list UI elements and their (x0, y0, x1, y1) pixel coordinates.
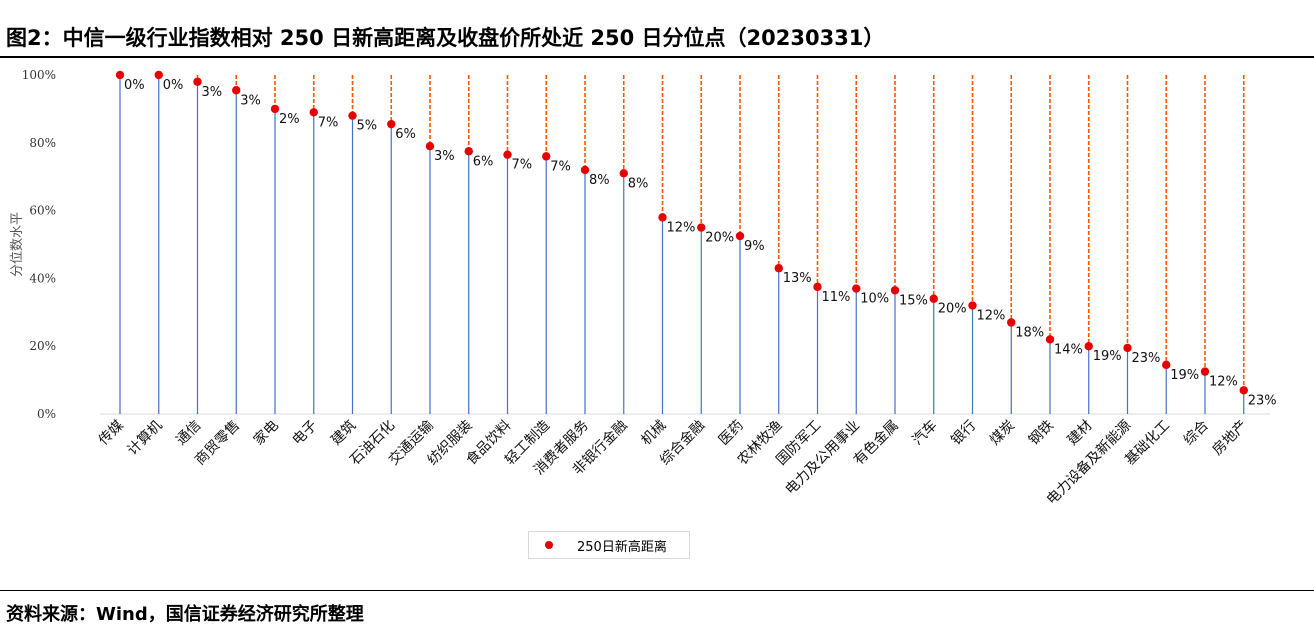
data-point (503, 150, 512, 159)
data-label: 7% (512, 158, 533, 173)
data-label: 11% (822, 290, 851, 305)
data-point (542, 152, 551, 161)
data-point (774, 264, 783, 273)
category-label: 医药 (716, 418, 747, 449)
data-label: 10% (860, 292, 889, 307)
data-label: 0% (124, 78, 145, 93)
data-label: 3% (240, 93, 261, 108)
data-point (464, 147, 473, 156)
data-label: 3% (434, 149, 455, 164)
chart-title: 图2：中信一级行业指数相对 250 日新高距离及收盘价所处近 250 日分位点（… (6, 26, 885, 50)
y-tick-label: 80% (29, 136, 56, 150)
data-label: 8% (589, 173, 610, 188)
data-label: 8% (628, 176, 649, 191)
category-label: 汽车 (909, 417, 941, 449)
data-point (232, 86, 241, 95)
y-tick-label: 60% (29, 204, 56, 218)
data-label: 13% (783, 271, 812, 286)
data-label: 23% (1132, 351, 1161, 366)
category-label: 综合 (1181, 418, 1212, 449)
title-rule (0, 56, 1314, 58)
data-point (813, 282, 822, 292)
legend: 250日新高距离 (528, 531, 690, 559)
data-point (619, 169, 628, 178)
data-label: 0% (163, 78, 184, 93)
data-label: 2% (279, 112, 300, 127)
data-point (658, 213, 667, 222)
y-tick-label: 100% (22, 68, 56, 82)
data-label: 12% (667, 220, 696, 235)
data-label: 20% (938, 302, 967, 317)
data-point (968, 301, 977, 310)
data-point (154, 70, 163, 80)
category-label: 建材 (1064, 418, 1095, 449)
data-point (270, 104, 280, 114)
category-label: 电子 (289, 418, 320, 449)
data-label: 7% (318, 115, 339, 130)
data-point (1084, 342, 1093, 351)
data-point (697, 223, 706, 232)
data-point (580, 165, 590, 175)
source-note: 资料来源：Wind，国信证券经济研究所整理 (6, 604, 364, 625)
data-point (1200, 367, 1210, 376)
data-point (929, 294, 938, 303)
data-label: 19% (1093, 349, 1122, 364)
data-label: 23% (1248, 393, 1277, 408)
chart: 0%20%40%60%80%100%分位数水平0%传媒0%计算机3%通信3%商贸… (10, 68, 1277, 508)
data-point (1045, 335, 1055, 344)
y-axis-label: 分位数水平 (10, 212, 25, 277)
data-label: 6% (473, 154, 494, 169)
category-label: 房地产 (1210, 418, 1251, 459)
data-label: 20% (705, 231, 734, 246)
data-point (425, 141, 435, 151)
data-label: 14% (1054, 342, 1083, 357)
y-tick-label: 0% (37, 407, 56, 421)
category-label: 银行 (948, 418, 979, 449)
data-point (1162, 360, 1171, 370)
data-label: 6% (395, 127, 416, 142)
legend-label: 250日新高距离 (577, 539, 667, 555)
category-label: 建筑 (328, 418, 359, 449)
category-label: 煤炭 (987, 418, 1018, 449)
data-point (1007, 318, 1016, 327)
data-point (387, 119, 396, 129)
source-rule (0, 590, 1314, 591)
data-label: 9% (744, 239, 765, 254)
data-label: 7% (550, 159, 571, 174)
data-point (348, 111, 357, 120)
category-label: 传媒 (96, 418, 127, 449)
data-point (193, 77, 202, 86)
legend-marker-icon (545, 541, 553, 549)
y-tick-label: 40% (29, 271, 56, 285)
category-label: 钢铁 (1026, 418, 1057, 449)
category-label: 计算机 (125, 418, 166, 459)
data-label: 3% (202, 85, 223, 100)
category-label: 机械 (638, 418, 669, 449)
data-point (852, 284, 861, 293)
data-label: 5% (357, 119, 378, 134)
category-label: 家电 (250, 417, 282, 449)
data-point (115, 70, 125, 80)
data-point (309, 108, 318, 117)
data-label: 18% (1015, 325, 1044, 340)
data-point (1239, 386, 1248, 395)
data-label: 15% (899, 293, 928, 308)
data-label: 12% (977, 309, 1006, 324)
y-tick-label: 20% (29, 339, 56, 353)
data-point (890, 286, 900, 295)
data-point (735, 231, 745, 241)
data-point (1123, 343, 1132, 353)
data-label: 19% (1170, 368, 1199, 383)
category-label: 通信 (173, 418, 204, 449)
data-label: 12% (1209, 375, 1238, 390)
